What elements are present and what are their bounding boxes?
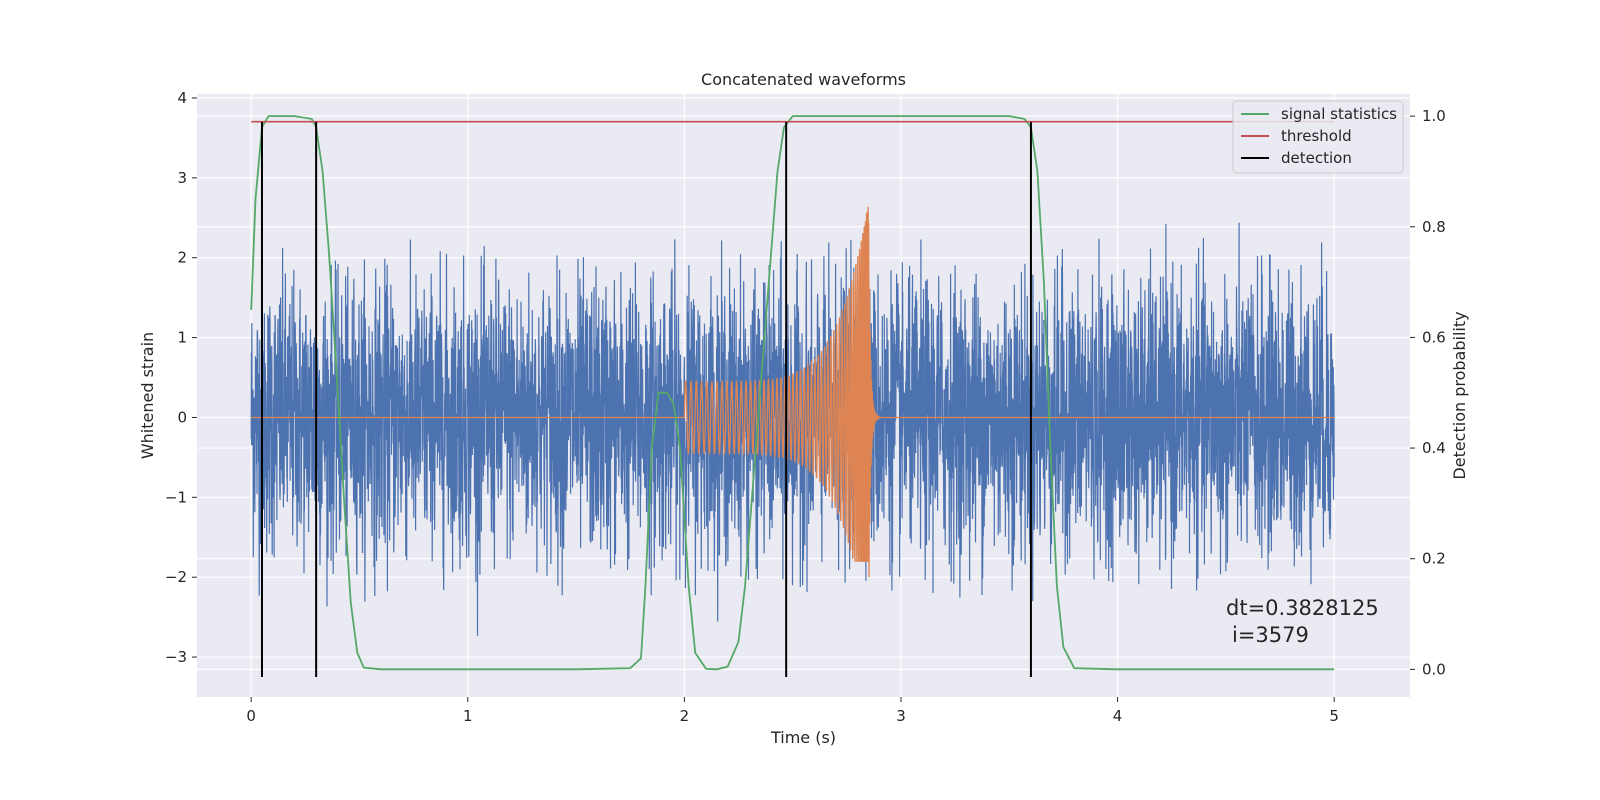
legend-entry-threshold: threshold [1281, 127, 1352, 145]
series-layer [250, 115, 1335, 678]
x-tick-label: 3 [896, 707, 906, 725]
y-right-tick-label: 0.6 [1422, 328, 1446, 346]
x-tick-label: 5 [1329, 707, 1339, 725]
x-tick-label: 4 [1113, 707, 1123, 725]
y-left-tick-label: −1 [165, 488, 187, 506]
annotation-dt: dt=0.3828125 [1226, 596, 1379, 620]
legend: signal statistics threshold detection [1232, 100, 1404, 174]
legend-entry-detection: detection [1281, 149, 1352, 167]
y-left-tick-label: 3 [177, 169, 187, 187]
x-tick-label: 1 [463, 707, 473, 725]
y-left-tick-label: 4 [177, 89, 187, 107]
y-left-tick-label: 1 [177, 329, 187, 347]
ticks: 0 1 2 3 4 5 −3 −2 −1 0 1 2 3 4 0.0 0.2 0.4 0.6 0.8 1.0 [165, 89, 1446, 725]
y-right-tick-label: 0.8 [1422, 218, 1446, 236]
signal-statistics-line [250, 115, 1335, 671]
x-axis-label: Time (s) [770, 728, 836, 747]
legend-entry-signal-statistics: signal statistics [1281, 105, 1397, 123]
y-axis-left-label: Whitened strain [138, 332, 157, 459]
y-left-tick-label: −3 [165, 648, 187, 666]
x-tick-label: 0 [246, 707, 256, 725]
injected-waveform-line [251, 206, 1335, 578]
y-right-tick-label: 0.0 [1422, 660, 1446, 678]
y-left-tick-label: 0 [177, 408, 187, 426]
y-right-tick-label: 0.4 [1422, 439, 1446, 457]
injected-signal-series [251, 206, 1335, 578]
y-right-tick-label: 1.0 [1422, 107, 1446, 125]
x-tick-label: 2 [680, 707, 690, 725]
y-axis-right-label: Detection probability [1450, 311, 1469, 479]
y-right-tick-label: 0.2 [1422, 550, 1446, 568]
y-left-tick-label: 2 [177, 249, 187, 267]
annotation-index: i=3579 [1232, 623, 1309, 647]
legend-box [1232, 100, 1404, 174]
chart-title: Concatenated waveforms [701, 70, 906, 89]
y-left-tick-label: −2 [165, 568, 187, 586]
